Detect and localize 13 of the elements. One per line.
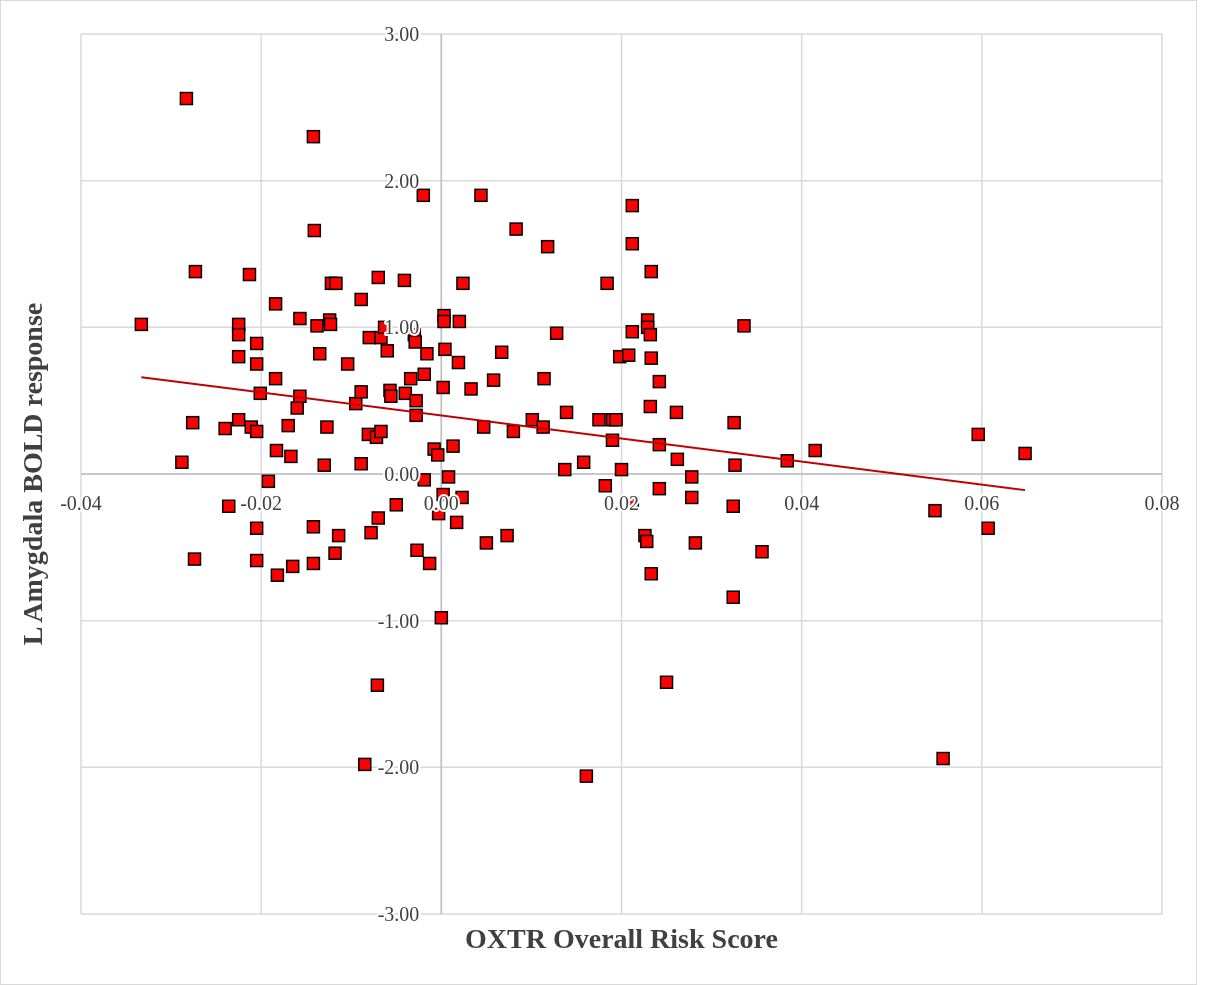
y-tick-label: 2.00 (384, 169, 420, 192)
y-axis-title: L Amygdala BOLD response (17, 302, 48, 646)
y-tick-label: 3.00 (384, 23, 420, 45)
y-tick-label: -2.00 (377, 756, 420, 779)
y-tick-label: -3.00 (377, 903, 420, 925)
x-tick-label: 0.06 (964, 492, 1000, 514)
x-tick-label: -0.02 (240, 492, 282, 514)
y-tick-label: 0.00 (384, 463, 420, 485)
x-tick-label: -0.04 (60, 492, 102, 514)
x-tick-label: 0.04 (784, 492, 820, 514)
x-tick-label: 0.08 (1144, 492, 1180, 514)
y-tick-label: -1.00 (377, 609, 420, 632)
x-axis-title: OXTR Overall Risk Score (465, 923, 778, 954)
